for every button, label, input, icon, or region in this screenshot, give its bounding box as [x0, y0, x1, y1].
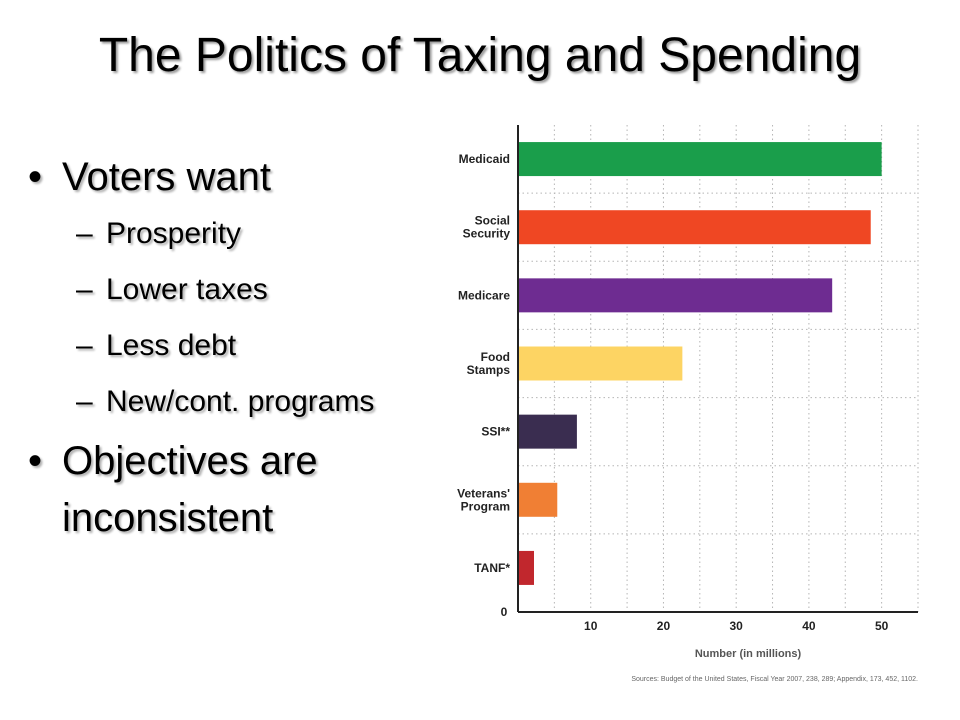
bar-social-security: [519, 210, 871, 245]
x-tick-label: 20: [657, 619, 671, 633]
chart-grid: [518, 125, 919, 612]
category-label: Food: [481, 350, 510, 364]
bar-tanf: [519, 550, 534, 585]
bullet-list: • Voters want – Prosperity – Lower taxes –…: [28, 148, 448, 546]
source-note: Sources: Budget of the United States, Fi…: [631, 676, 918, 683]
bar-ssi: [519, 414, 577, 449]
bullet-voters-want: • Voters want: [28, 148, 448, 206]
bullet-text: Objectives are: [62, 439, 318, 483]
sub-bullet-text: Lower taxes: [106, 273, 268, 306]
sub-bullet-lower-taxes: – Lower taxes: [28, 262, 448, 318]
bar-veterans-program: [519, 482, 558, 517]
x-tick-label: 10: [584, 619, 598, 633]
dash-icon: –: [76, 273, 93, 306]
bullet-dot-icon: •: [28, 439, 43, 483]
bullet-text: Voters want: [62, 155, 272, 199]
bar-medicare: [519, 278, 833, 313]
category-label: Social: [475, 214, 510, 228]
x-tick-label: 30: [730, 619, 744, 633]
x-tick-label: 50: [875, 619, 889, 633]
x-tick-label: 40: [802, 619, 816, 633]
sub-bullet-text: Less debt: [106, 329, 237, 362]
category-label: Stamps: [467, 363, 511, 377]
category-label: SSI**: [481, 425, 510, 439]
x-tick-labels: 0 10 20 30 40 50: [501, 605, 889, 633]
x-tick-label: 0: [501, 605, 508, 619]
category-label: Medicare: [458, 288, 510, 302]
bullet-objectives: • Objectives are: [28, 432, 448, 490]
sub-bullet-prosperity: – Prosperity: [28, 206, 448, 262]
x-axis-label: Number (in millions): [695, 648, 802, 660]
slide-title: The Politics of Taxing and Spending: [98, 29, 862, 82]
dash-icon: –: [76, 385, 93, 418]
sub-bullet-text: New/cont. programs: [106, 385, 375, 418]
category-label: Program: [461, 499, 510, 513]
bar-medicaid: [519, 142, 882, 177]
sub-bullet-less-debt: – Less debt: [28, 318, 448, 374]
bullet-continuation: inconsistent: [62, 496, 274, 540]
bullet-dot-icon: •: [28, 155, 43, 199]
chart-bars: [519, 142, 882, 585]
dash-icon: –: [76, 329, 93, 362]
category-label: Veterans': [457, 486, 510, 500]
sub-bullet-new-programs: – New/cont. programs: [28, 374, 448, 430]
dash-icon: –: [76, 217, 93, 250]
category-label: TANF*: [474, 561, 510, 575]
bar-food-stamps: [519, 346, 683, 381]
sub-bullet-text: Prosperity: [106, 217, 242, 250]
category-label: Medicaid: [459, 152, 510, 166]
category-label: Security: [463, 227, 511, 241]
